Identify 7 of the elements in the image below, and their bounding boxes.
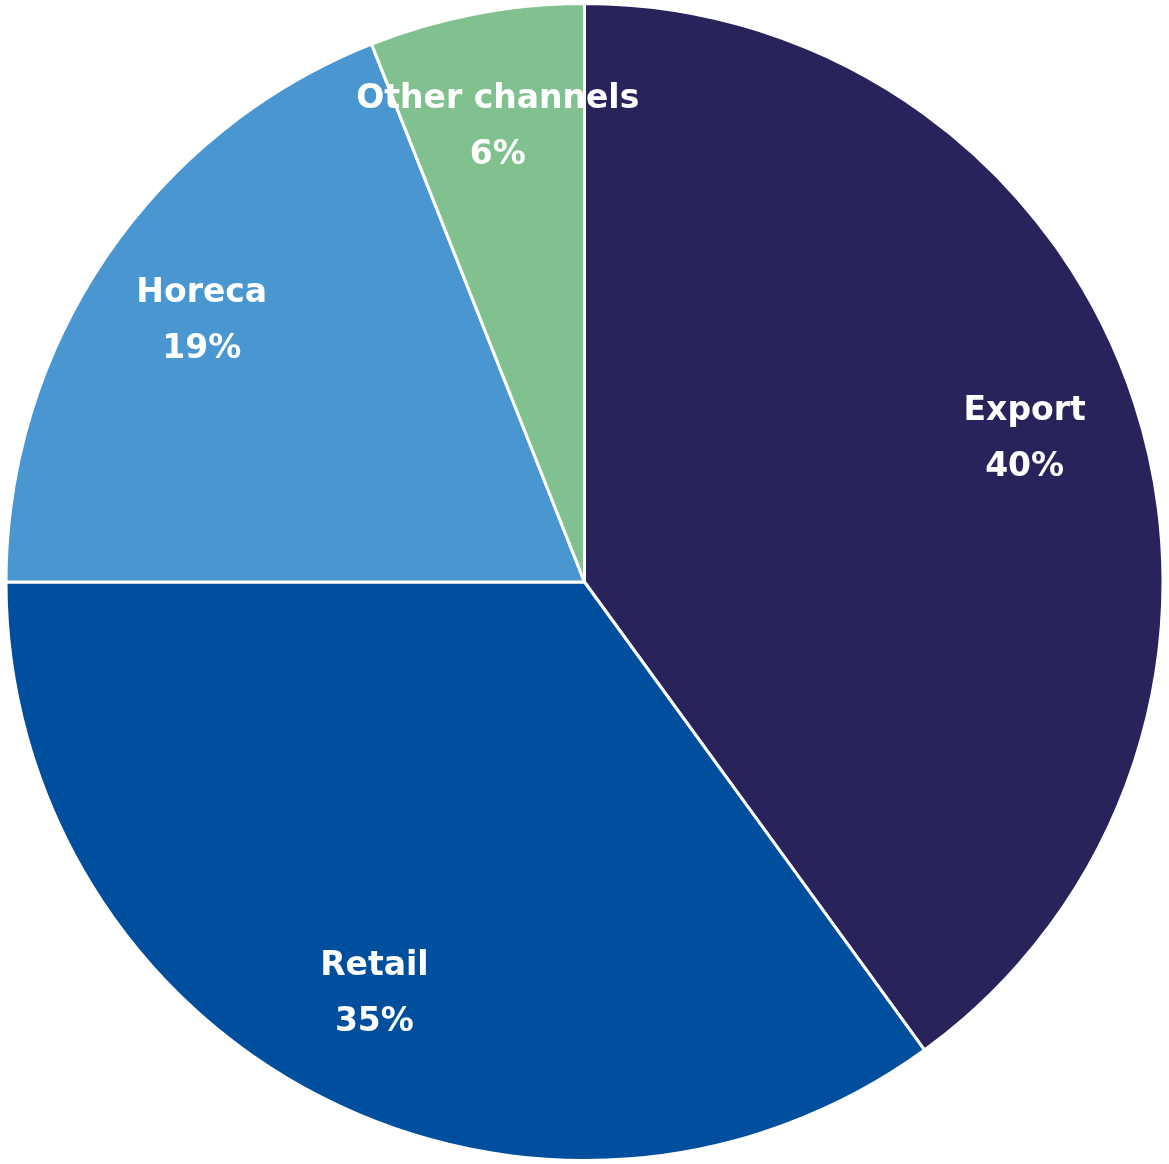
slice-label: Retail — [320, 943, 429, 983]
data-label: 6% — [469, 132, 526, 172]
data-label: 19% — [162, 327, 242, 367]
data-label: 40% — [985, 444, 1065, 484]
data-label: 35% — [334, 999, 414, 1039]
slice-label: Export — [963, 388, 1086, 428]
slice-label: Horeca — [136, 271, 268, 311]
